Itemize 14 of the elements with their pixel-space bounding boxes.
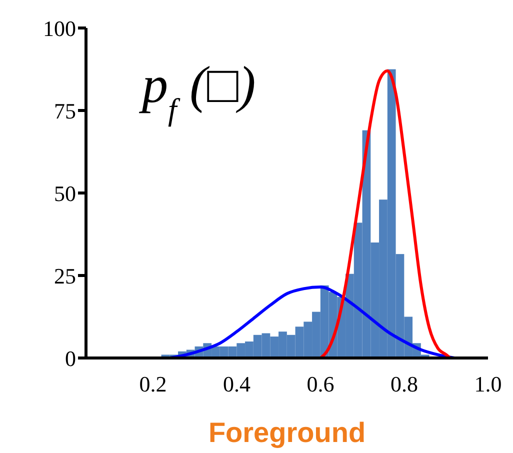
x-tick-label: 0.8: [390, 372, 418, 397]
y-tick-label: 75: [54, 98, 76, 124]
line-series: [319, 69, 452, 358]
x-tick-label: 1.0: [474, 372, 502, 397]
x-tick-label: 0.2: [139, 372, 167, 397]
y-tick-label: 25: [54, 263, 76, 288]
x-tick-label: 0.4: [223, 372, 250, 397]
y-tick-label: 100: [43, 16, 76, 41]
y-tick-label: 0: [65, 346, 76, 371]
line-series: [168, 286, 456, 358]
y-tick-label: 50: [54, 180, 76, 206]
text: p$_{f}$ (□): [138, 57, 256, 126]
x-axis-title: Foreground: [208, 417, 366, 448]
x-tick-label: 0.6: [306, 372, 334, 397]
